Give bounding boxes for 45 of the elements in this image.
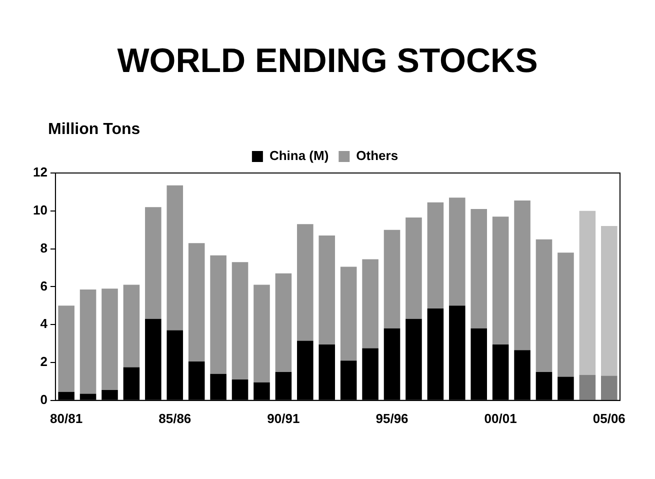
bar: [384, 230, 400, 328]
bar: [601, 226, 618, 376]
y-tick-label: 12: [32, 164, 48, 180]
y-tick-label: 0: [40, 392, 48, 407]
bar: [102, 288, 118, 390]
bar: [275, 273, 292, 372]
legend-label: China (M): [269, 148, 329, 164]
bar: [558, 252, 574, 377]
x-tick-label: 00/01: [484, 410, 517, 426]
y-tick-label: 4: [40, 316, 48, 332]
x-tick-label: 05/06: [592, 410, 626, 426]
bar: [362, 259, 378, 348]
bar: [536, 239, 552, 372]
bar: [449, 198, 466, 306]
bar: [254, 284, 270, 382]
bar: [58, 306, 74, 392]
y-tick-label: 8: [40, 240, 48, 256]
bar: [514, 200, 530, 350]
bar: [406, 218, 422, 319]
bar: [340, 266, 357, 361]
bar: [145, 207, 162, 319]
x-tick-label: 95/96: [376, 410, 408, 426]
legend-label: Others: [356, 148, 398, 164]
bar: [579, 210, 596, 375]
bar: [427, 202, 444, 308]
bar: [80, 290, 96, 394]
bar: [579, 374, 596, 400]
bar: [297, 224, 314, 341]
x-tick-label: 85/86: [158, 410, 192, 426]
bar: [492, 216, 509, 344]
bar: [123, 284, 140, 368]
bar: [188, 243, 205, 362]
chart-title: WORLD ENDING STOCKS: [116, 42, 539, 81]
bar: [318, 236, 336, 344]
y-axis-title: Million Tons: [48, 121, 140, 139]
bar: [601, 376, 618, 400]
bar: [232, 262, 248, 380]
y-tick-label: 2: [40, 354, 48, 370]
bar: [470, 209, 488, 328]
y-tick-label: 6: [40, 278, 48, 294]
y-tick-label: 10: [32, 202, 48, 218]
x-tick-label: 90/91: [267, 410, 300, 426]
bar: [166, 185, 184, 330]
x-tick-label: 80/81: [50, 410, 83, 426]
bar: [210, 255, 226, 374]
